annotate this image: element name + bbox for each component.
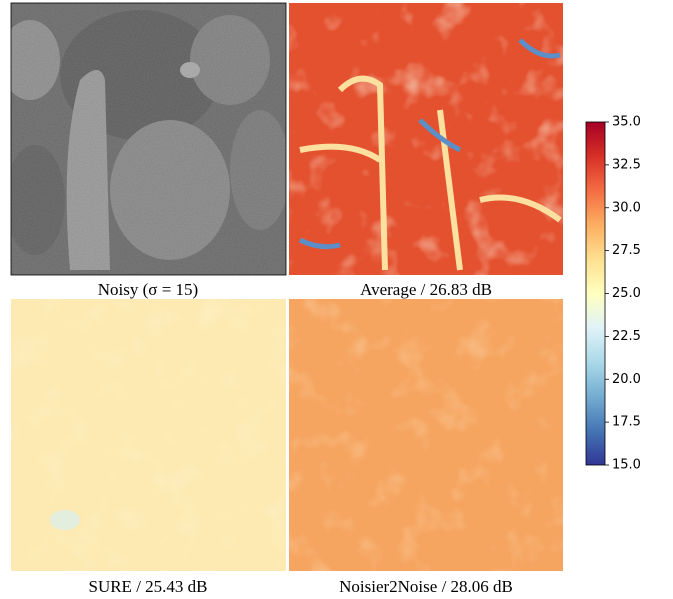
sure-patch — [50, 510, 80, 530]
colorbar — [585, 121, 606, 466]
n2n-texture — [289, 299, 563, 571]
tick-label: 30.0 — [612, 200, 641, 215]
tick-label: 32.5 — [612, 157, 641, 172]
tick-label: 20.0 — [612, 372, 641, 387]
tick-label: 27.5 — [612, 243, 641, 258]
tick-label: 35.0 — [612, 115, 641, 130]
tick-label: 17.5 — [612, 415, 641, 430]
caption: Noisy (σ = 15) — [98, 280, 198, 299]
caption: Average / 26.83 dB — [360, 280, 492, 299]
average-map — [289, 3, 563, 275]
tick-label: 22.5 — [612, 329, 641, 344]
panel-frame — [10, 2, 287, 276]
sure-texture — [11, 299, 286, 571]
tick-label: 15.0 — [612, 458, 641, 473]
caption: SURE / 25.43 dB — [88, 577, 207, 596]
tick-label: 25.0 — [612, 286, 641, 301]
caption: Noisier2Noise / 28.06 dB — [339, 577, 513, 596]
noisy-image — [11, 3, 286, 275]
